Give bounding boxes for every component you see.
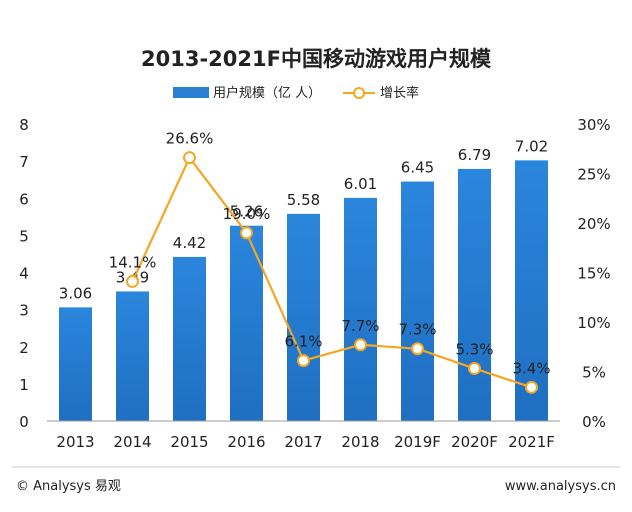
growth-value-label: 19.0% bbox=[223, 205, 271, 223]
y-left-tick-label: 1 bbox=[19, 376, 29, 394]
x-tick-label: 2017 bbox=[284, 433, 322, 451]
y-right-tick-label: 10% bbox=[577, 314, 610, 332]
bar bbox=[458, 168, 491, 421]
x-tick-label: 2016 bbox=[227, 433, 265, 451]
x-tick-label: 2021F bbox=[508, 433, 555, 451]
y-left-tick-label: 7 bbox=[19, 153, 29, 171]
legend: 用户规模（亿 人） 增长率 bbox=[173, 85, 419, 101]
x-tick-label: 2015 bbox=[170, 433, 208, 451]
growth-point bbox=[297, 354, 310, 368]
y-right-tick-label: 25% bbox=[577, 166, 610, 184]
footer-source: © Analysys 易观 bbox=[16, 479, 121, 494]
y-right-tick-label: 0% bbox=[582, 413, 606, 431]
legend-bar-label: 用户规模（亿 人） bbox=[213, 85, 321, 101]
growth-point bbox=[126, 274, 139, 288]
x-tick-label: 2019F bbox=[394, 433, 441, 451]
y-left-tick-label: 5 bbox=[19, 227, 29, 245]
bar bbox=[230, 225, 263, 421]
legend-bar-swatch bbox=[173, 87, 209, 98]
growth-point bbox=[354, 338, 367, 352]
y-left-tick-label: 3 bbox=[19, 302, 29, 320]
bar bbox=[515, 160, 548, 421]
bar-value-label: 6.01 bbox=[344, 175, 377, 193]
y-left-tick-label: 0 bbox=[19, 413, 29, 431]
bar-value-label: 4.42 bbox=[173, 234, 206, 252]
growth-value-label: 6.1% bbox=[284, 333, 322, 351]
growth-value-label: 7.3% bbox=[398, 321, 436, 339]
bar bbox=[287, 213, 320, 421]
growth-point bbox=[525, 380, 538, 394]
bar bbox=[401, 181, 434, 421]
y-left-tick-label: 4 bbox=[19, 265, 29, 283]
bar-value-label: 5.26 bbox=[230, 203, 263, 221]
bar bbox=[59, 307, 92, 421]
bar bbox=[116, 291, 149, 421]
legend-line-label: 增长率 bbox=[380, 85, 419, 101]
x-tick-label: 2014 bbox=[113, 433, 151, 451]
footer-url: www.analysys.cn bbox=[505, 479, 616, 494]
bar-value-label: 6.45 bbox=[401, 159, 434, 177]
chart-title: 2013-2021F中国移动游戏用户规模 bbox=[141, 47, 492, 71]
growth-value-label: 26.6% bbox=[166, 130, 214, 148]
growth-value-label: 7.7% bbox=[341, 317, 379, 335]
y-right-tick-label: 20% bbox=[577, 215, 610, 233]
growth-point bbox=[183, 151, 196, 165]
x-tick-label: 2018 bbox=[341, 433, 379, 451]
growth-line bbox=[131, 155, 532, 389]
y-right-tick-label: 5% bbox=[582, 364, 606, 382]
growth-point bbox=[411, 342, 424, 356]
x-tick-label: 2020F bbox=[451, 433, 498, 451]
growth-value-label: 5.3% bbox=[455, 341, 493, 359]
y-right-tick-label: 15% bbox=[577, 265, 610, 283]
bar bbox=[173, 256, 206, 421]
bar bbox=[344, 197, 377, 421]
bar-value-label: 3.06 bbox=[59, 284, 92, 302]
bar-value-label: 5.58 bbox=[287, 191, 320, 209]
bar-value-label: 7.02 bbox=[515, 137, 548, 155]
y-left-tick-label: 8 bbox=[19, 116, 29, 134]
x-tick-label: 2013 bbox=[56, 433, 94, 451]
growth-value-label: 14.1% bbox=[109, 253, 157, 271]
growth-point bbox=[468, 362, 481, 376]
growth-point bbox=[240, 226, 253, 240]
y-left-tick-label: 6 bbox=[19, 190, 29, 208]
plot-area: 0123456780%5%10%15%20%25%30%3.063.494.42… bbox=[19, 116, 610, 451]
growth-value-label: 3.4% bbox=[512, 359, 550, 377]
y-right-tick-label: 30% bbox=[577, 116, 610, 134]
bar-value-label: 6.79 bbox=[458, 146, 491, 164]
legend-line-marker bbox=[353, 87, 365, 99]
y-left-tick-label: 2 bbox=[19, 339, 29, 357]
